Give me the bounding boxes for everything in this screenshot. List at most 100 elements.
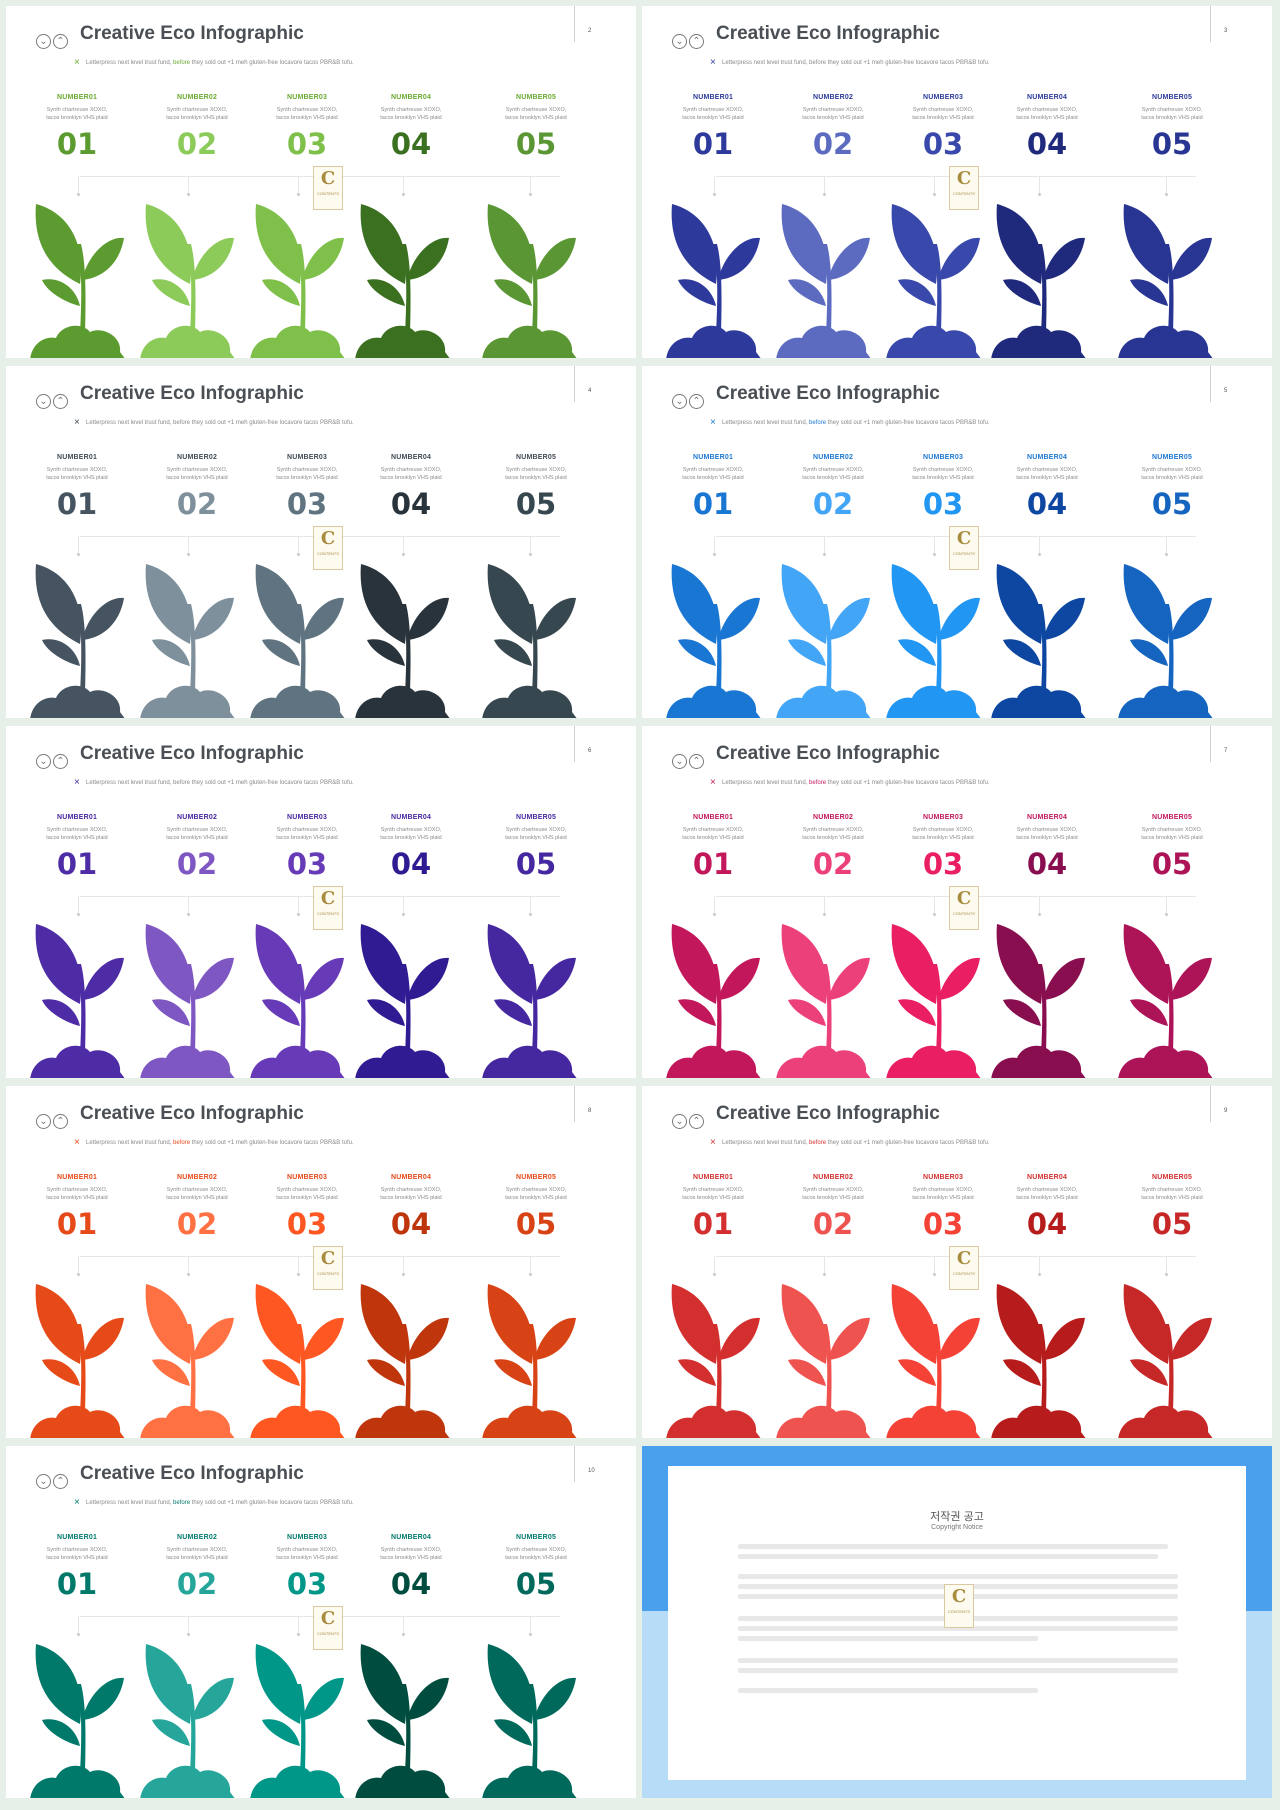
connector-stem <box>78 896 79 913</box>
item-number: 04 <box>1026 847 1068 881</box>
item-description: Synth chartreuse XOXO, tacos brooklyn VHS… <box>682 467 744 481</box>
plant-sprout-icon <box>482 204 577 358</box>
connector-stem <box>1039 176 1040 193</box>
notice-title: 저작권 공고 <box>930 1511 984 1523</box>
item-column: NUMBER02 Synth chartreuse XOXO, tacos broo… <box>142 814 252 881</box>
chevron-circles-icon: ⌄ ⌃ <box>672 751 708 769</box>
connector-stem <box>934 896 935 913</box>
item-number: 01 <box>692 847 734 881</box>
plant-sprout-icon <box>991 564 1086 718</box>
item-column: NUMBER03 Synth chartreuse XOXO, tacos broo… <box>888 814 998 881</box>
item-column: NUMBER05 Synth chartreuse XOXO, tacos broo… <box>1117 1174 1227 1241</box>
contents-badge: C CONTENTS <box>949 166 979 210</box>
connector-dot <box>529 913 532 916</box>
item-number: 02 <box>176 127 218 161</box>
item-description: Synth chartreuse XOXO, tacos brooklyn VHS… <box>276 107 338 121</box>
slide-6: ⌄ ⌃ Creative Eco Infographic × Letterpress n… <box>6 726 636 1078</box>
plant-sprout-icon <box>991 1284 1086 1438</box>
plant-sprout-icon <box>886 564 981 718</box>
item-column: NUMBER05 Synth chartreuse XOXO, tacos broo… <box>1117 94 1227 161</box>
plant-sprout-icon <box>355 1284 450 1438</box>
item-description: Synth chartreuse XOXO, tacos brooklyn VHS… <box>46 107 108 121</box>
connector-stem <box>714 896 715 913</box>
item-description: Synth chartreuse XOXO, tacos brooklyn VHS… <box>1016 107 1078 121</box>
item-description: Synth chartreuse XOXO, tacos brooklyn VHS… <box>505 1187 567 1201</box>
close-mark-icon: × <box>710 1137 716 1148</box>
item-number: 03 <box>286 1207 328 1241</box>
plant-sprout-icon <box>1118 564 1213 718</box>
item-description: Synth chartreuse XOXO, tacos brooklyn VHS… <box>682 107 744 121</box>
plant-sprout-icon <box>776 204 871 358</box>
item-column: NUMBER01 Synth chartreuse XOXO, tacos broo… <box>22 1534 132 1601</box>
item-column: NUMBER02 Synth chartreuse XOXO, tacos broo… <box>142 1174 252 1241</box>
connector-dot <box>529 1273 532 1276</box>
item-label: NUMBER05 <box>1151 1174 1193 1181</box>
item-number: 02 <box>812 1207 854 1241</box>
item-column: NUMBER02 Synth chartreuse XOXO, tacos broo… <box>778 94 888 161</box>
plant-sprout-icon <box>30 924 125 1078</box>
connector-stem <box>530 896 531 913</box>
connector-dot <box>402 553 405 556</box>
slide-title: Creative Eco Infographic <box>80 743 304 764</box>
connector-dot <box>529 1633 532 1636</box>
item-column: NUMBER05 Synth chartreuse XOXO, tacos broo… <box>481 454 591 521</box>
plant-sprout-icon <box>250 1644 345 1798</box>
item-column: NUMBER05 Synth chartreuse XOXO, tacos broo… <box>1117 454 1227 521</box>
connector-dot <box>823 553 826 556</box>
item-label: NUMBER02 <box>812 454 854 461</box>
plant-sprout-icon <box>776 1284 871 1438</box>
item-description: Synth chartreuse XOXO, tacos brooklyn VHS… <box>1141 107 1203 121</box>
item-label: NUMBER01 <box>56 1534 98 1541</box>
item-description: Synth chartreuse XOXO, tacos brooklyn VHS… <box>276 1187 338 1201</box>
connector-stem <box>403 1616 404 1633</box>
item-number: 01 <box>56 1567 98 1601</box>
item-description: Synth chartreuse XOXO, tacos brooklyn VHS… <box>380 827 442 841</box>
item-column: NUMBER03 Synth chartreuse XOXO, tacos broo… <box>888 1174 998 1241</box>
item-column: NUMBER05 Synth chartreuse XOXO, tacos broo… <box>481 1174 591 1241</box>
slide-subtitle: Letterpress next level trust fund, befor… <box>722 60 990 66</box>
item-label: NUMBER01 <box>692 814 734 821</box>
item-column: NUMBER01 Synth chartreuse XOXO, tacos broo… <box>658 94 768 161</box>
connector-dot <box>187 1633 190 1636</box>
notice-subtitle: Copyright Notice <box>931 1524 983 1531</box>
item-column: NUMBER04 Synth chartreuse XOXO, tacos broo… <box>356 1534 466 1601</box>
item-description: Synth chartreuse XOXO, tacos brooklyn VHS… <box>166 1187 228 1201</box>
item-number: 03 <box>922 1207 964 1241</box>
page-number: 4 <box>588 388 592 394</box>
item-label: NUMBER02 <box>812 1174 854 1181</box>
slide-title: Creative Eco Infographic <box>716 743 940 764</box>
plant-sprout-icon <box>140 924 235 1078</box>
plant-sprout-icon <box>355 204 450 358</box>
connector-dot <box>297 553 300 556</box>
item-number: 05 <box>515 487 557 521</box>
item-description: Synth chartreuse XOXO, tacos brooklyn VHS… <box>1016 827 1078 841</box>
item-description: Synth chartreuse XOXO, tacos brooklyn VHS… <box>380 467 442 481</box>
connector-dot <box>713 1273 716 1276</box>
item-column: NUMBER03 Synth chartreuse XOXO, tacos broo… <box>252 1174 362 1241</box>
slide-5: ⌄ ⌃ Creative Eco Infographic × Letterpress n… <box>642 366 1272 718</box>
notice-card: 저작권 공고 Copyright Notice C CONTENTS <box>668 1466 1246 1780</box>
item-description: Synth chartreuse XOXO, tacos brooklyn VHS… <box>380 107 442 121</box>
connector-stem <box>188 536 189 553</box>
item-number: 03 <box>286 1567 328 1601</box>
item-column: NUMBER04 Synth chartreuse XOXO, tacos broo… <box>992 454 1102 521</box>
item-description: Synth chartreuse XOXO, tacos brooklyn VHS… <box>505 827 567 841</box>
connector-dot <box>1038 913 1041 916</box>
item-column: NUMBER04 Synth chartreuse XOXO, tacos broo… <box>356 94 466 161</box>
item-number: 02 <box>176 487 218 521</box>
page-divider <box>1210 726 1211 762</box>
connector-dot <box>823 1273 826 1276</box>
connector-dot <box>1038 553 1041 556</box>
close-mark-icon: × <box>74 1137 80 1148</box>
connector-stem <box>530 1616 531 1633</box>
close-mark-icon: × <box>710 57 716 68</box>
contents-badge: C CONTENTS <box>313 1606 343 1650</box>
item-description: Synth chartreuse XOXO, tacos brooklyn VHS… <box>682 1187 744 1201</box>
item-number: 02 <box>176 847 218 881</box>
slide-8: ⌄ ⌃ Creative Eco Infographic × Letterpress n… <box>6 1086 636 1438</box>
page-divider <box>574 1086 575 1122</box>
connector-stem <box>298 536 299 553</box>
page-divider <box>1210 366 1211 402</box>
connector-dot <box>402 193 405 196</box>
connector-stem <box>403 1256 404 1273</box>
